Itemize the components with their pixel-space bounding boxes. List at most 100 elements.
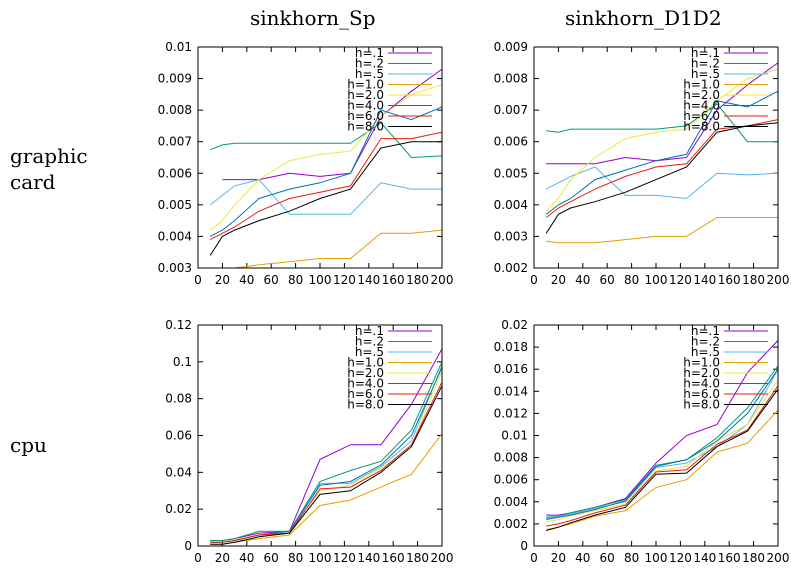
x-tick-label: 140 (357, 551, 380, 565)
x-tick-label: 200 (431, 273, 454, 287)
plot-frame (533, 46, 779, 269)
series-line-0 (222, 68, 442, 181)
series-line-5 (545, 90, 778, 215)
x-tick-label: 120 (333, 273, 356, 287)
legend-label: h=.2 (355, 57, 384, 71)
x-tick-label: 160 (718, 273, 741, 287)
x-tick-label: 200 (431, 551, 454, 565)
series-group (210, 348, 442, 545)
x-tick-label: 40 (575, 551, 590, 565)
legend-label: h=.1 (355, 46, 384, 60)
plot-frame (197, 324, 443, 547)
x-tick-label: 180 (406, 273, 429, 287)
x-tick-label: 100 (309, 551, 332, 565)
series-line-1 (210, 122, 442, 159)
y-tick-label: 0.003 (494, 229, 528, 243)
x-tick-label: 80 (288, 273, 303, 287)
legend-label: h=2.0 (347, 88, 384, 102)
y-tick-label: 0.02 (501, 318, 528, 332)
x-tick-label: 140 (357, 273, 380, 287)
y-tick-label: 0.008 (494, 451, 528, 465)
legend-label: h=6.0 (347, 109, 384, 123)
y-tick-label: 0.1 (173, 355, 192, 369)
legend-label: h=.5 (355, 345, 384, 359)
legend-label: h=8.0 (683, 398, 720, 412)
x-tick-label: 100 (645, 551, 668, 565)
series-line-4 (546, 380, 778, 523)
x-tick-label: 160 (718, 551, 741, 565)
x-tick-label: 60 (264, 273, 279, 287)
x-tick-label: 80 (624, 273, 639, 287)
legend-label: h=1.0 (347, 356, 384, 370)
series-line-4 (209, 84, 442, 231)
y-tick-label: 0.006 (158, 166, 192, 180)
row-label-cpu: cpu (10, 432, 47, 458)
series-line-6 (546, 385, 778, 527)
series-line-0 (546, 340, 778, 516)
x-tick-label: 20 (551, 273, 566, 287)
y-tick-label: 0.004 (494, 495, 528, 509)
series-line-7 (545, 122, 778, 234)
x-tick-label: 120 (669, 551, 692, 565)
legend-label: h=1.0 (683, 356, 720, 370)
y-tick-label: 0.018 (494, 340, 528, 354)
y-tick-label: 0.005 (494, 166, 528, 180)
series-line-2 (546, 368, 778, 519)
legend-label: h=4.0 (347, 99, 384, 113)
x-tick-label: 0 (530, 273, 538, 287)
chart-panel-1: 0.002 0.003 0.004 0.005 0.006 0.007 0.008 0.009… (494, 40, 790, 287)
x-tick-label: 100 (645, 273, 668, 287)
x-tick-label: 160 (382, 273, 405, 287)
y-tick-label: 0.002 (494, 261, 528, 275)
y-tick-label: 0.06 (165, 429, 192, 443)
y-tick-label: 0.08 (165, 392, 192, 406)
y-tick-label: 0.008 (158, 103, 192, 117)
series-line-7 (210, 385, 442, 545)
series-line-0 (546, 62, 778, 165)
chart-panel-2: 00.020.040.060.080.10.120 20 40 60 80 100 120 1… (165, 318, 453, 565)
x-tick-label: 100 (309, 273, 332, 287)
series-line-2 (545, 166, 778, 200)
y-tick-label: 0 (184, 539, 192, 553)
y-tick-label: 0.006 (494, 473, 528, 487)
series-line-6 (545, 119, 778, 218)
series-line-5 (209, 106, 442, 237)
legend-label: h=8.0 (347, 120, 384, 134)
series-line-6 (210, 381, 442, 543)
plot-frame (197, 46, 443, 269)
y-tick-label: 0.01 (501, 429, 528, 443)
series-line-1 (546, 103, 778, 143)
row-label-line-1: graphic (10, 144, 88, 168)
series-line-2 (209, 179, 442, 215)
x-tick-label: 120 (669, 273, 692, 287)
legend-label: h=4.0 (683, 377, 720, 391)
x-tick-label: 40 (239, 273, 254, 287)
x-tick-label: 40 (575, 273, 590, 287)
y-tick-label: 0.12 (165, 318, 192, 332)
x-tick-label: 60 (600, 273, 615, 287)
series-line-5 (546, 368, 778, 520)
y-tick-label: 0.005 (158, 198, 192, 212)
series-line-6 (209, 131, 442, 241)
x-tick-label: 120 (333, 551, 356, 565)
series-group (545, 62, 778, 244)
y-tick-label: 0.009 (158, 72, 192, 86)
x-tick-label: 0 (194, 273, 202, 287)
plot-frame (533, 324, 779, 547)
legend-label: h=1.0 (683, 78, 720, 92)
y-tick-label: 0.002 (494, 517, 528, 531)
column-title-sinkhorn-sp: sinkhorn_Sp (250, 6, 376, 30)
y-tick-label: 0.02 (165, 502, 192, 516)
legend-label: h=1.0 (347, 78, 384, 92)
legend-label: h=4.0 (347, 377, 384, 391)
y-tick-label: 0.008 (494, 72, 528, 86)
series-line-4 (545, 68, 778, 212)
legend-label: h=.5 (355, 67, 384, 81)
x-tick-label: 40 (239, 551, 254, 565)
legend-label: h=8.0 (683, 120, 720, 134)
legend-label: h=.1 (691, 324, 720, 338)
x-tick-label: 140 (693, 273, 716, 287)
x-tick-label: 200 (767, 273, 790, 287)
x-tick-label: 0 (530, 551, 538, 565)
